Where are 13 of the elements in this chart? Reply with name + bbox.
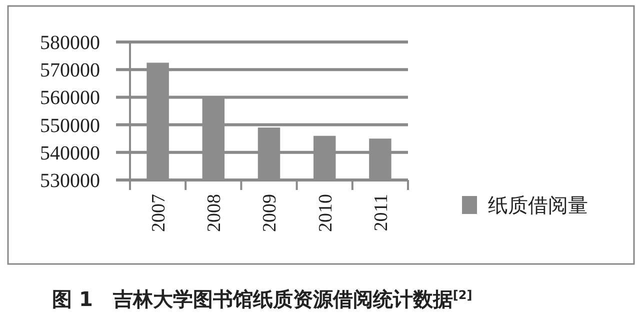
- x-tick-label: 2010: [315, 194, 336, 232]
- y-tick-label: 560000: [40, 87, 100, 110]
- legend-label: 纸质借阅量: [488, 193, 588, 217]
- y-tick-label: 570000: [40, 60, 100, 82]
- y-tick-label: 530000: [40, 170, 100, 192]
- text: 图 1 吉林大学图书馆纸质资源借阅统计数据$^{[2]}$: [52, 287, 472, 311]
- x-tick-label: 2011: [370, 194, 392, 232]
- x-tick-label: 2007: [148, 194, 170, 232]
- y-tick-label: 540000: [40, 142, 100, 164]
- x-tick-label: 2008: [204, 194, 226, 232]
- y-tick-label: 580000: [40, 32, 100, 54]
- y-tick-label: 550000: [40, 114, 100, 137]
- x-tick-label: 2009: [260, 194, 281, 232]
